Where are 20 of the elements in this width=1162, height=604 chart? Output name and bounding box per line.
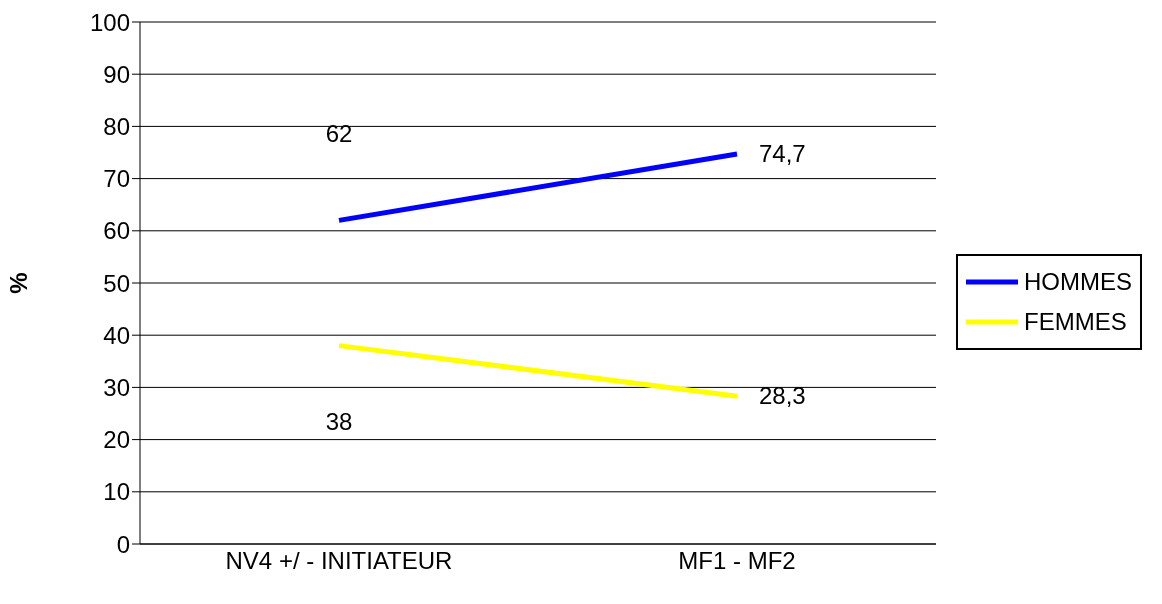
y-axis-title: % xyxy=(4,272,32,294)
x-tick-label: NV4 +/ - INITIATEUR xyxy=(225,547,453,575)
y-tick-label: 90 xyxy=(103,60,130,88)
y-tick-label: 40 xyxy=(103,321,130,349)
y-tick-label: 70 xyxy=(103,165,130,193)
data-label: 74,7 xyxy=(759,140,806,168)
y-tick-label: 50 xyxy=(103,269,130,297)
legend-label: HOMMES xyxy=(1024,268,1132,296)
data-label: 38 xyxy=(325,407,353,435)
legend-label: FEMMES xyxy=(1024,308,1127,336)
data-label: 28,3 xyxy=(759,382,806,410)
x-tick-label: MF1 - MF2 xyxy=(678,547,796,575)
y-tick-label: 100 xyxy=(89,8,130,36)
y-tick-label: 80 xyxy=(103,112,130,140)
y-tick-label: 0 xyxy=(116,530,130,558)
y-tick-label: 60 xyxy=(103,217,130,245)
y-tick-label: 20 xyxy=(103,426,130,454)
y-tick-label: 30 xyxy=(103,373,130,401)
y-tick-label: 10 xyxy=(103,478,130,506)
data-label: 62 xyxy=(325,120,353,148)
